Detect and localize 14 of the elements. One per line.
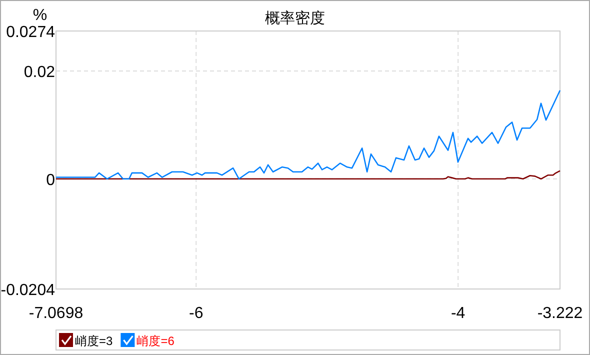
line-series — [55, 90, 561, 180]
legend-label: 峭度=6 — [136, 334, 175, 348]
x-tick-label: -4 — [450, 305, 466, 322]
y-tick-label: 0.02 — [24, 64, 56, 81]
y-tick-label: 0 — [46, 172, 56, 189]
line-series — [55, 170, 561, 180]
x-tick-label: -3.222 — [537, 305, 583, 322]
x-tick-label: -6 — [189, 305, 204, 322]
y-tick-label: 0.0274 — [6, 24, 56, 41]
y-axis-title: % — [32, 7, 48, 24]
x-tick-label: -7.0698 — [28, 305, 84, 322]
legend-label: 峭度=3 — [75, 334, 114, 348]
chart-title: 概率密度 — [265, 10, 325, 27]
y-tick-label: -0.0204 — [0, 282, 56, 299]
